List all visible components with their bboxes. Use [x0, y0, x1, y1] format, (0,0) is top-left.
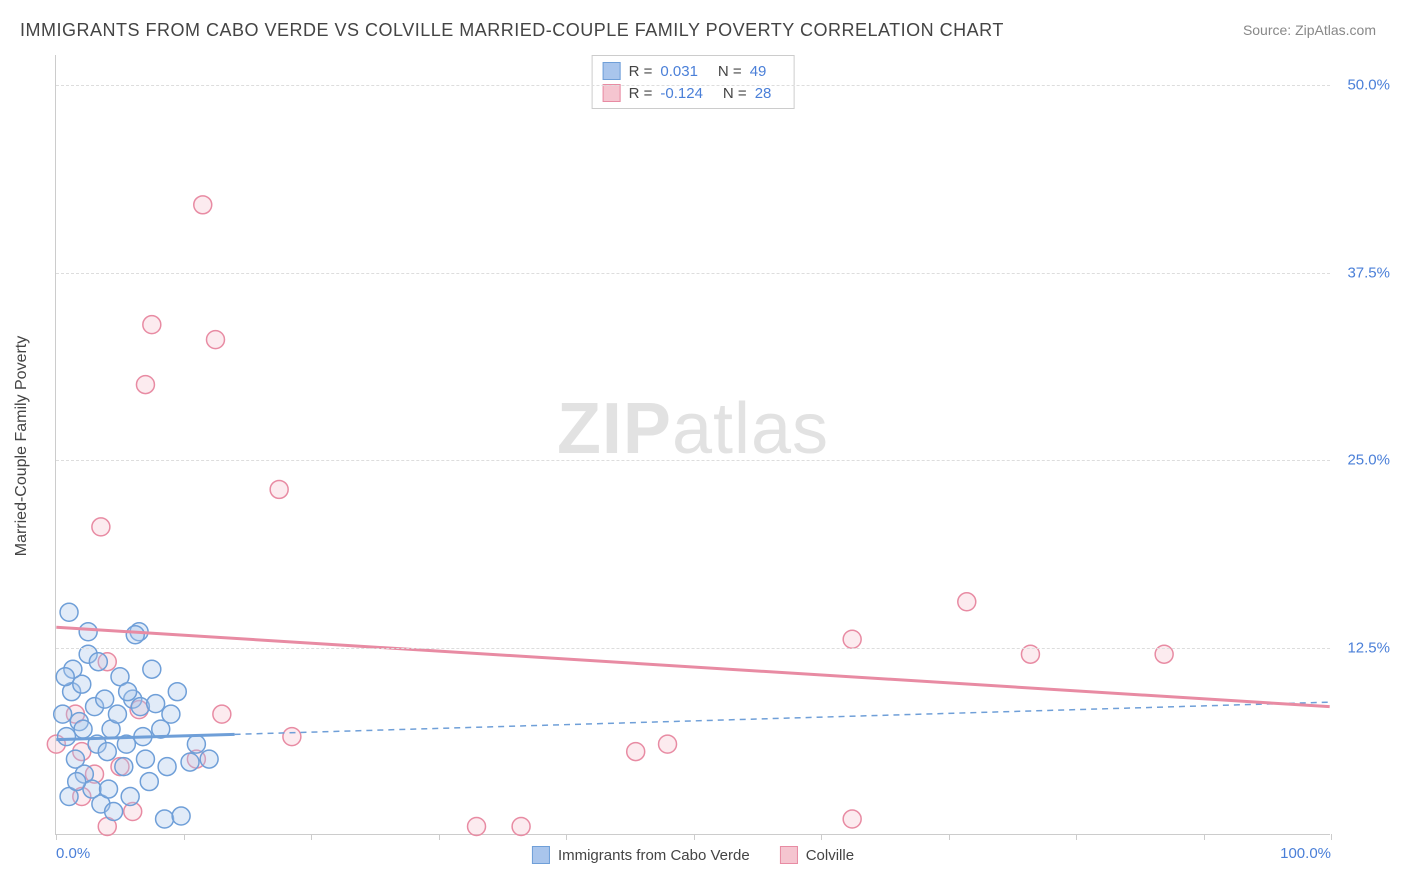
x-tick-label: 100.0% [1280, 845, 1331, 862]
data-point [206, 331, 224, 349]
swatch-series-2 [603, 84, 621, 102]
x-tick [439, 834, 440, 840]
data-point [60, 603, 78, 621]
x-tick [1331, 834, 1332, 840]
grid-line [56, 85, 1330, 86]
data-point [958, 593, 976, 611]
source-attribution: Source: ZipAtlas.com [1243, 22, 1376, 38]
data-point [79, 623, 97, 641]
swatch-series-2 [780, 846, 798, 864]
grid-line [56, 273, 1330, 274]
y-tick-label: 12.5% [1347, 639, 1390, 656]
data-point [512, 818, 530, 836]
legend-label-series-2: Colville [806, 847, 854, 864]
data-point [100, 780, 118, 798]
r-value-series-2: -0.124 [660, 85, 703, 102]
y-tick-label: 25.0% [1347, 452, 1390, 469]
plot-area: ZIPatlas R = 0.031 N = 49 R = -0.124 N =… [55, 55, 1330, 835]
x-tick [1076, 834, 1077, 840]
legend-row-series-1: R = 0.031 N = 49 [603, 60, 784, 82]
y-tick-label: 50.0% [1347, 77, 1390, 94]
data-point [168, 683, 186, 701]
legend-label-series-1: Immigrants from Cabo Verde [558, 847, 750, 864]
data-point [89, 653, 107, 671]
data-point [143, 660, 161, 678]
data-point [54, 705, 72, 723]
data-point [187, 735, 205, 753]
data-point [136, 750, 154, 768]
data-point [74, 720, 92, 738]
legend-item-series-1: Immigrants from Cabo Verde [532, 846, 750, 864]
data-point [56, 668, 74, 686]
x-tick [184, 834, 185, 840]
data-point [105, 803, 123, 821]
chart-svg [56, 55, 1330, 834]
x-tick [949, 834, 950, 840]
data-point [213, 705, 231, 723]
data-point [200, 750, 218, 768]
legend-bottom: Immigrants from Cabo Verde Colville [532, 846, 854, 864]
data-point [108, 705, 126, 723]
data-point [58, 728, 76, 746]
data-point [283, 728, 301, 746]
n-value-series-2: 28 [755, 85, 772, 102]
data-point [158, 758, 176, 776]
swatch-series-1 [603, 62, 621, 80]
x-tick [694, 834, 695, 840]
x-tick [1204, 834, 1205, 840]
data-point [156, 810, 174, 828]
data-point [98, 743, 116, 761]
x-tick [56, 834, 57, 840]
label-n: N = [718, 63, 742, 80]
r-value-series-1: 0.031 [660, 63, 698, 80]
label-r: R = [629, 63, 653, 80]
n-value-series-1: 49 [750, 63, 767, 80]
x-tick [311, 834, 312, 840]
grid-line [56, 648, 1330, 649]
x-tick [566, 834, 567, 840]
data-point [68, 773, 86, 791]
data-point [119, 683, 137, 701]
data-point [627, 743, 645, 761]
data-point [140, 773, 158, 791]
data-point [115, 758, 133, 776]
trend-line [56, 627, 1329, 706]
y-axis-title: Married-Couple Family Poverty [13, 336, 31, 557]
data-point [172, 807, 190, 825]
data-point [126, 626, 144, 644]
data-point [468, 818, 486, 836]
data-point [843, 810, 861, 828]
data-point [843, 630, 861, 648]
data-point [143, 316, 161, 334]
swatch-series-1 [532, 846, 550, 864]
x-tick-label: 0.0% [56, 845, 90, 862]
trend-line-extrapolated [235, 702, 1330, 734]
data-point [121, 788, 139, 806]
data-point [92, 518, 110, 536]
data-point [96, 690, 114, 708]
grid-line [56, 460, 1330, 461]
label-r: R = [629, 85, 653, 102]
data-point [194, 196, 212, 214]
label-n: N = [723, 85, 747, 102]
data-point [270, 480, 288, 498]
chart-container: IMMIGRANTS FROM CABO VERDE VS COLVILLE M… [0, 0, 1406, 892]
x-tick [821, 834, 822, 840]
data-point [136, 376, 154, 394]
chart-title: IMMIGRANTS FROM CABO VERDE VS COLVILLE M… [20, 20, 1004, 41]
data-point [147, 695, 165, 713]
data-point [659, 735, 677, 753]
y-tick-label: 37.5% [1347, 264, 1390, 281]
legend-correlation: R = 0.031 N = 49 R = -0.124 N = 28 [592, 55, 795, 109]
data-point [181, 753, 199, 771]
legend-item-series-2: Colville [780, 846, 854, 864]
